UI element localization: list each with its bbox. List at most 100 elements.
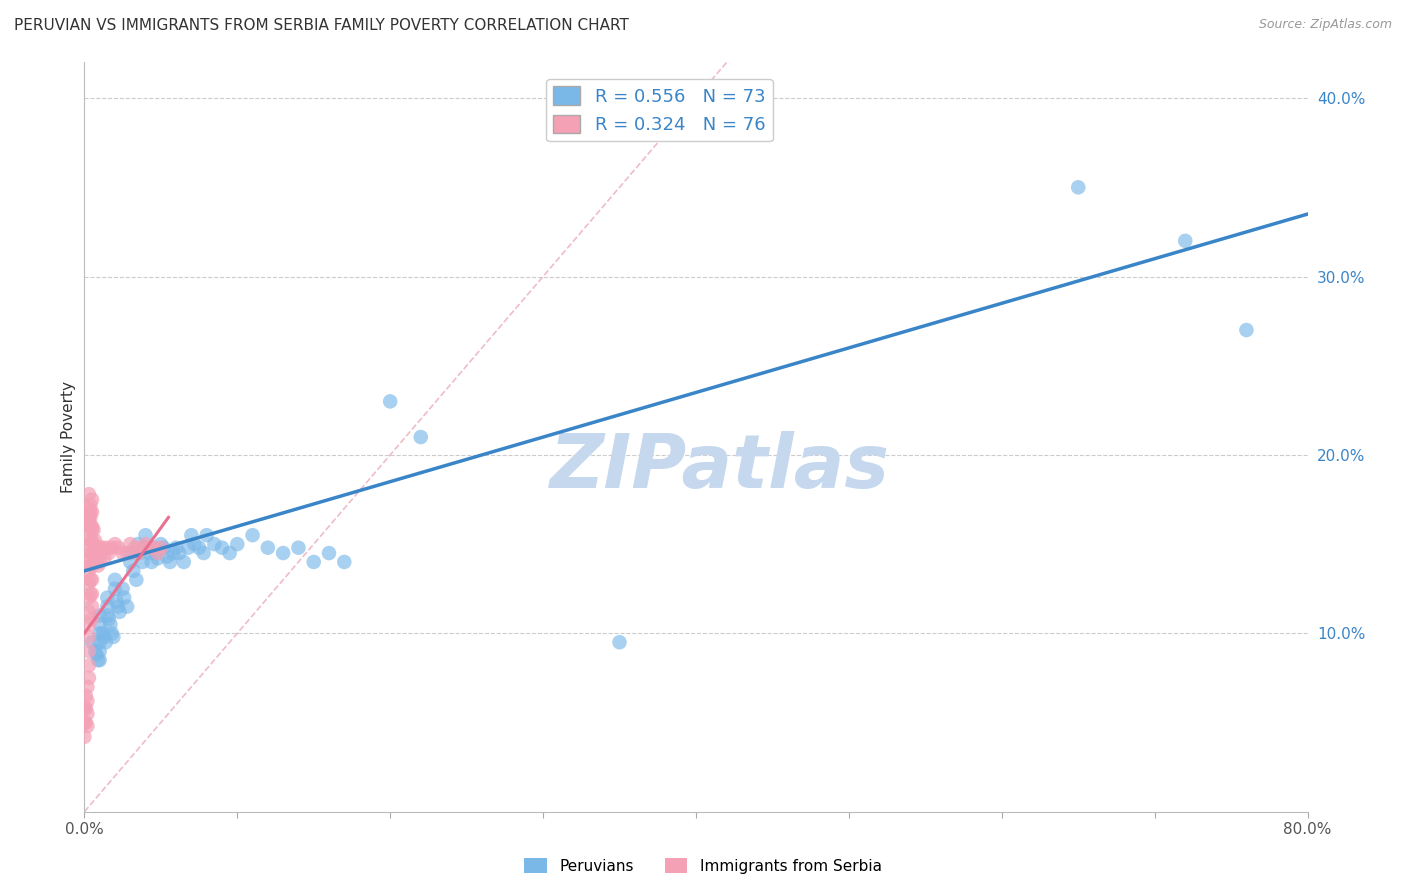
Point	[80, 492, 103, 507]
Point	[89, 644, 111, 658]
Legend: Peruvians, Immigrants from Serbia: Peruvians, Immigrants from Serbia	[519, 852, 887, 880]
Point	[302, 555, 325, 569]
Point	[80, 519, 103, 533]
Point	[86, 648, 108, 662]
Point	[89, 617, 111, 632]
Point	[318, 546, 340, 560]
Point	[142, 541, 165, 555]
Point	[83, 523, 105, 537]
Point	[131, 541, 153, 555]
Point	[89, 653, 111, 667]
Point	[93, 551, 115, 566]
Point	[141, 555, 163, 569]
Point	[409, 430, 432, 444]
Point	[77, 537, 100, 551]
Point	[77, 617, 100, 632]
Point	[91, 541, 114, 555]
Point	[139, 541, 162, 555]
Point	[242, 528, 264, 542]
Point	[146, 546, 169, 560]
Point	[84, 533, 107, 548]
Point	[94, 635, 117, 649]
Point	[1067, 180, 1090, 194]
Point	[107, 541, 129, 555]
Point	[115, 546, 138, 560]
Point	[79, 573, 101, 587]
Point	[104, 582, 127, 596]
Point	[122, 564, 145, 578]
Point	[76, 719, 98, 733]
Point	[80, 505, 103, 519]
Point	[135, 528, 157, 542]
Point	[75, 715, 97, 730]
Point	[79, 587, 101, 601]
Point	[89, 555, 111, 569]
Point	[80, 573, 103, 587]
Point	[93, 630, 115, 644]
Point	[80, 612, 103, 626]
Point	[333, 555, 356, 569]
Point	[135, 541, 157, 555]
Point	[108, 605, 131, 619]
Point	[120, 555, 142, 569]
Point	[180, 528, 202, 542]
Point	[75, 689, 97, 703]
Point	[79, 533, 101, 548]
Point	[79, 505, 101, 519]
Point	[84, 546, 107, 560]
Point	[124, 541, 146, 555]
Point	[105, 594, 128, 608]
Point	[80, 587, 103, 601]
Point	[127, 537, 149, 551]
Point	[77, 564, 100, 578]
Point	[73, 730, 96, 744]
Point	[103, 630, 125, 644]
Point	[195, 528, 218, 542]
Point	[287, 541, 309, 555]
Point	[77, 658, 100, 673]
Point	[101, 541, 124, 555]
Point	[96, 608, 118, 623]
Point	[77, 501, 100, 516]
Point	[79, 519, 101, 533]
Point	[131, 555, 153, 569]
Point	[177, 541, 200, 555]
Point	[79, 546, 101, 560]
Point	[87, 546, 110, 560]
Point	[80, 546, 103, 560]
Point	[104, 537, 127, 551]
Point	[75, 701, 97, 715]
Point	[107, 599, 129, 614]
Point	[271, 546, 294, 560]
Point	[89, 626, 111, 640]
Point	[156, 549, 179, 564]
Point	[96, 591, 118, 605]
Point	[135, 537, 157, 551]
Point	[380, 394, 402, 409]
Point	[193, 546, 215, 560]
Point	[138, 546, 160, 560]
Point	[79, 498, 101, 512]
Point	[73, 715, 96, 730]
Point	[98, 617, 121, 632]
Text: Source: ZipAtlas.com: Source: ZipAtlas.com	[1258, 18, 1392, 31]
Point	[211, 541, 233, 555]
Point	[77, 576, 100, 591]
Point	[89, 608, 111, 623]
Point	[162, 546, 184, 560]
Point	[143, 546, 166, 560]
Point	[112, 591, 135, 605]
Point	[80, 599, 103, 614]
Point	[87, 653, 110, 667]
Point	[77, 591, 100, 605]
Point	[226, 537, 249, 551]
Text: PERUVIAN VS IMMIGRANTS FROM SERBIA FAMILY POVERTY CORRELATION CHART: PERUVIAN VS IMMIGRANTS FROM SERBIA FAMIL…	[14, 18, 628, 33]
Point	[76, 706, 98, 721]
Point	[183, 537, 205, 551]
Point	[101, 626, 124, 640]
Point	[73, 701, 96, 715]
Point	[80, 533, 103, 548]
Point	[77, 551, 100, 566]
Point	[125, 573, 148, 587]
Point	[87, 558, 110, 573]
